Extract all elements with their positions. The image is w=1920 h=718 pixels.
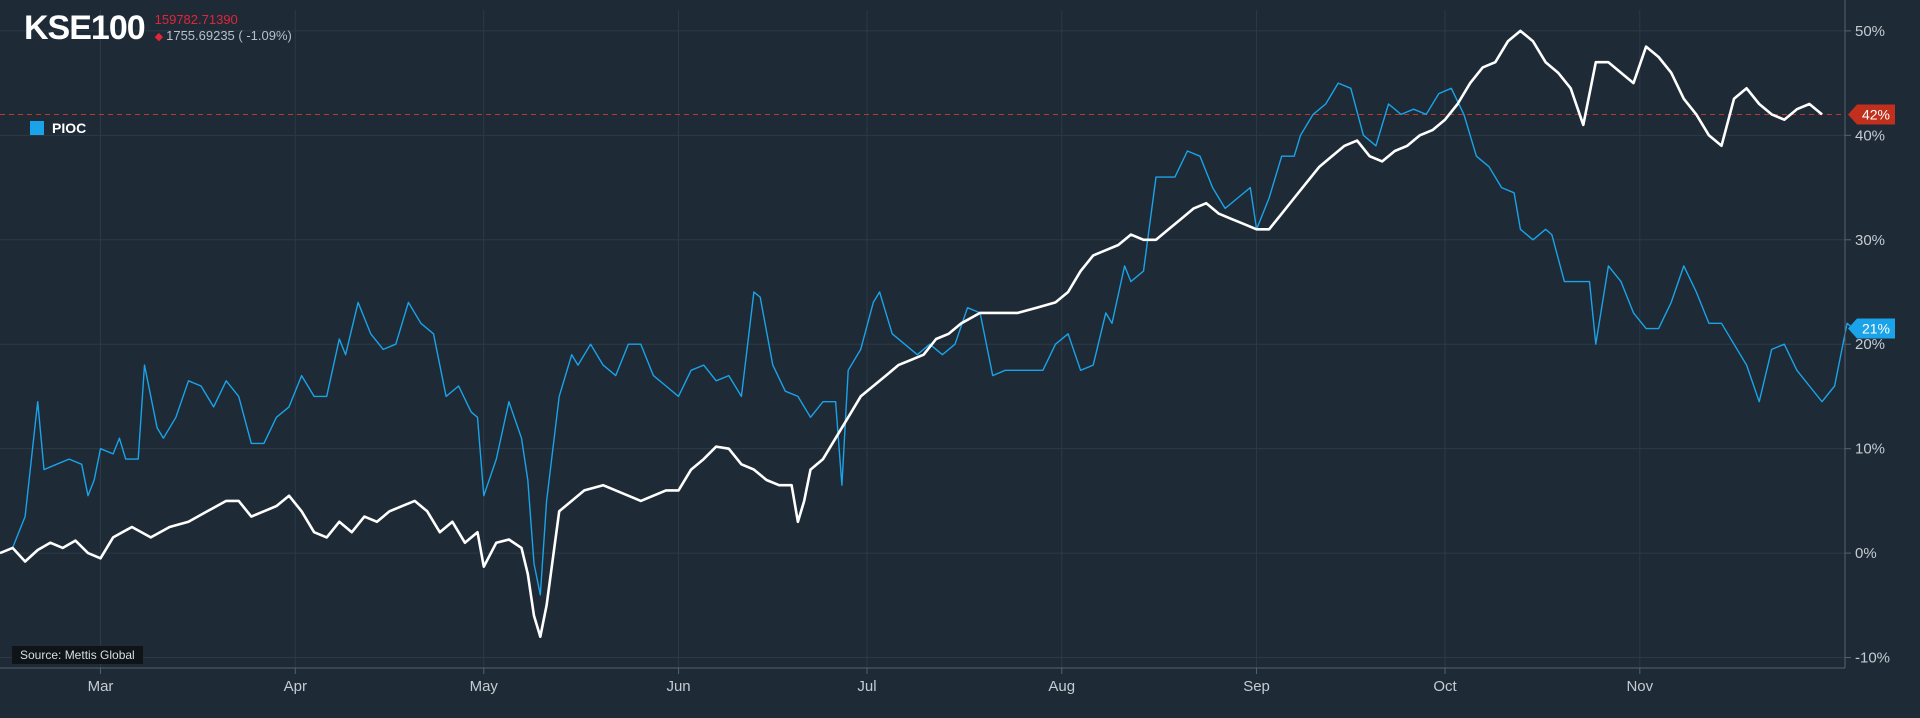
x-tick-label: Jun [666, 678, 690, 695]
x-tick-label: Nov [1626, 678, 1653, 695]
quote-block: 159782.71390 ◆ 1755.69235 ( -1.09%) [155, 12, 292, 45]
last-value-label-kse100: 42% [1862, 106, 1890, 122]
gridlines [0, 10, 1845, 668]
last-price: 159782.71390 [154, 12, 238, 27]
down-diamond-icon: ◆ [154, 31, 164, 43]
value-badges: 42% 21% [1848, 104, 1895, 339]
last-value-label-pioc: 21% [1862, 321, 1890, 337]
price-change: ◆ 1755.69235 ( -1.09%) [155, 28, 292, 45]
x-tick-label: Aug [1048, 678, 1075, 695]
last-value-badge-kse100 [1848, 104, 1895, 125]
legend-label-pioc: PIOC [52, 120, 87, 136]
x-tick-label: Sep [1243, 678, 1270, 695]
series-line-kse100 [0, 29, 1823, 638]
legend-swatch [30, 121, 44, 135]
y-tick-label: -10% [1855, 650, 1890, 667]
y-tick-label: 20% [1855, 336, 1885, 353]
x-tick-label: Apr [284, 678, 307, 695]
source-credit: Source: Mettis Global [12, 646, 143, 664]
chart-legend[interactable]: PIOC [30, 120, 86, 136]
x-tick-label: May [470, 678, 499, 695]
last-value-badge-pioc [1848, 318, 1895, 339]
ticker-symbol: KSE100 [24, 9, 146, 47]
series-lines [0, 29, 1854, 638]
axes: 50% 40% 30% 20% 10% 0% -10% Mar Apr May Jun Jul Aug S… [0, 0, 1890, 695]
x-tick-label: Oct [1433, 678, 1457, 695]
y-tick-label: 0% [1855, 545, 1877, 562]
x-tick-label: Jul [857, 678, 876, 695]
chart-header: KSE100 159782.71390 ◆ 1755.69235 ( -1.09%… [24, 8, 292, 48]
y-tick-label: 40% [1855, 127, 1885, 144]
y-tick-label: 50% [1855, 23, 1885, 40]
x-tick-label: Mar [88, 678, 114, 695]
y-tick-label: 30% [1855, 232, 1885, 249]
price-change-value: 1755.69235 ( -1.09%) [166, 28, 292, 43]
series-line-pioc [0, 82, 1854, 596]
y-tick-label: 10% [1855, 441, 1885, 458]
